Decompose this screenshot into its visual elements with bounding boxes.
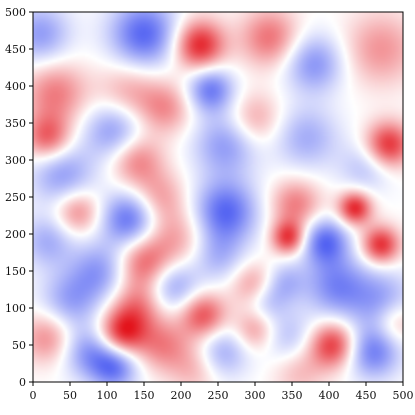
y-axis: 0 50 100 150 200 250 300 350 400 450 500 [5, 6, 33, 389]
x-tick-label: 500 [393, 389, 414, 402]
x-tick-label: 300 [245, 389, 266, 402]
x-tick-label: 150 [134, 389, 155, 402]
x-tick-label: 200 [171, 389, 192, 402]
x-tick-label: 0 [30, 389, 37, 402]
x-tick-label: 400 [319, 389, 340, 402]
x-tick-label: 450 [356, 389, 377, 402]
y-tick-label: 150 [5, 265, 26, 278]
y-tick-label: 450 [5, 43, 26, 56]
y-tick-label: 100 [5, 302, 26, 315]
x-tick-label: 100 [97, 389, 118, 402]
x-tick-label: 250 [208, 389, 229, 402]
x-tick-label: 50 [63, 389, 77, 402]
y-tick-label: 350 [5, 117, 26, 130]
y-tick-label: 200 [5, 228, 26, 241]
heatmap-field [33, 12, 403, 382]
y-tick-label: 500 [5, 6, 26, 19]
y-tick-label: 50 [12, 339, 26, 352]
x-axis: 0 50 100 150 200 250 300 350 400 450 500 [30, 382, 414, 402]
y-tick-label: 0 [19, 376, 26, 389]
y-tick-label: 400 [5, 80, 26, 93]
y-tick-label: 250 [5, 191, 26, 204]
y-tick-label: 300 [5, 154, 26, 167]
x-tick-label: 350 [282, 389, 303, 402]
